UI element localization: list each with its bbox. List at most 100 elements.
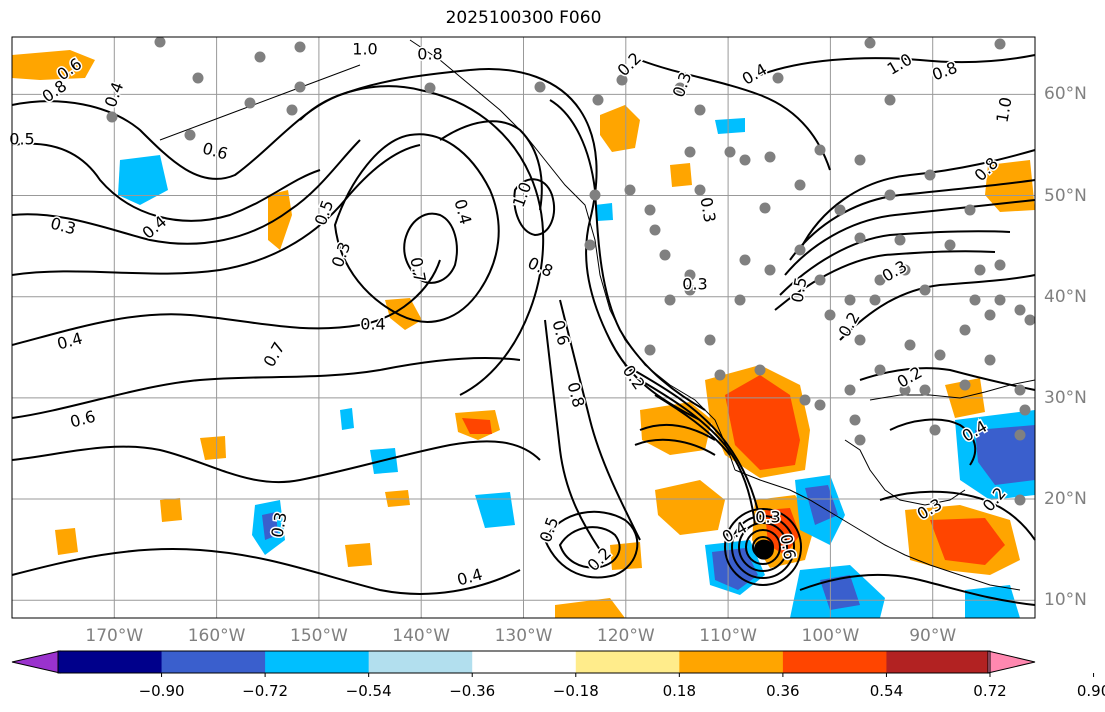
station-marker xyxy=(589,189,601,201)
station-marker xyxy=(984,309,996,321)
station-marker xyxy=(844,384,856,396)
station-marker xyxy=(584,239,596,251)
station-marker xyxy=(739,254,751,266)
contour-line xyxy=(11,440,541,484)
station-marker xyxy=(994,294,1006,306)
map-title: 2025100300 F060 xyxy=(445,8,602,28)
station-marker xyxy=(844,294,856,306)
station-marker xyxy=(1024,314,1036,326)
station-marker xyxy=(616,74,628,86)
station-marker xyxy=(772,72,784,84)
contour-label: 0.4 xyxy=(55,329,85,354)
station-marker xyxy=(424,82,436,94)
contour-line xyxy=(11,548,521,595)
coastlines xyxy=(159,39,1036,591)
anomaly-patch xyxy=(385,490,410,507)
contour-line xyxy=(559,299,641,541)
contour-line xyxy=(639,423,716,441)
contour-line xyxy=(654,394,731,456)
station-marker xyxy=(899,264,911,276)
cyclone-contour xyxy=(738,522,788,572)
station-marker xyxy=(286,104,298,116)
anomaly-patch xyxy=(985,160,1035,212)
anomaly-patch xyxy=(55,528,78,555)
contour-line xyxy=(839,274,1036,341)
colorbar-segment xyxy=(886,651,991,673)
colorbar-segment xyxy=(58,651,163,673)
station-marker xyxy=(854,154,866,166)
contour-line xyxy=(624,364,761,521)
station-marker xyxy=(764,264,776,276)
station-marker xyxy=(684,146,696,158)
station-marker xyxy=(644,204,656,216)
anomaly-patch xyxy=(268,190,292,250)
contour-line xyxy=(774,250,996,311)
station-marker xyxy=(649,224,661,236)
station-marker xyxy=(814,274,826,286)
contour-line xyxy=(11,69,471,180)
contour-label: 0.3 xyxy=(755,508,780,527)
station-marker xyxy=(929,424,941,436)
station-marker xyxy=(192,72,204,84)
coastline xyxy=(409,39,736,471)
colorbar xyxy=(11,650,1095,677)
colorbar-segment xyxy=(161,651,266,673)
colorbar-segment xyxy=(679,651,784,673)
colorbar-max-arrow xyxy=(987,650,1036,674)
station-marker xyxy=(904,339,916,351)
station-marker xyxy=(984,354,996,366)
colorbar-segment xyxy=(782,651,887,673)
station-marker xyxy=(854,232,866,244)
contour-line xyxy=(634,438,716,456)
station-marker xyxy=(674,82,686,94)
colorbar-segment xyxy=(575,651,680,673)
contour-line xyxy=(889,418,977,466)
station-marker xyxy=(739,154,751,166)
anomaly-patch xyxy=(345,543,372,567)
anomaly-patch xyxy=(462,418,492,434)
contour-line xyxy=(11,357,521,419)
longitude-label: 160°W xyxy=(187,626,246,646)
anomaly-patch xyxy=(118,155,168,205)
colorbar-border xyxy=(57,650,991,674)
station-marker xyxy=(814,144,826,156)
station-marker xyxy=(684,269,696,281)
coastline xyxy=(869,379,1036,401)
longitude-label: 90°W xyxy=(909,626,957,646)
contour-line xyxy=(789,179,1036,261)
coastline xyxy=(844,439,966,506)
station-marker xyxy=(919,284,931,296)
station-marker xyxy=(294,41,306,53)
station-marker xyxy=(244,97,256,109)
cyclone-contour xyxy=(731,515,795,579)
anomaly-patch xyxy=(805,485,838,525)
contour-line xyxy=(639,379,756,526)
station-marker xyxy=(869,294,881,306)
latitude-label: 60°N xyxy=(1044,84,1087,105)
longitude-label: 100°W xyxy=(801,626,860,646)
station-marker xyxy=(854,434,866,446)
contour-line xyxy=(299,85,545,396)
contour-line xyxy=(799,573,1036,606)
station-marker xyxy=(834,204,846,216)
longitude-label: 120°W xyxy=(596,626,655,646)
contour-line xyxy=(799,149,1036,251)
station-marker xyxy=(1014,429,1026,441)
longitude-label: 170°W xyxy=(85,626,144,646)
contour-line xyxy=(469,68,701,421)
contour-line xyxy=(558,526,621,569)
anomaly-patch xyxy=(340,408,354,430)
station-marker xyxy=(1019,404,1031,416)
latitude-label: 30°N xyxy=(1044,387,1087,408)
anomaly-patch xyxy=(712,548,758,590)
colorbar-tick-label: −0.72 xyxy=(242,682,289,700)
colorbar-tick-label: 0.54 xyxy=(869,682,904,700)
contour-line xyxy=(779,230,1011,296)
contour-line xyxy=(543,510,639,579)
colorbar-tick-label: −0.18 xyxy=(552,682,599,700)
contour-line xyxy=(784,199,1036,276)
station-marker xyxy=(959,379,971,391)
contour-line xyxy=(11,139,361,245)
shaded-anomaly-layer xyxy=(12,50,1035,618)
contour-label: 0.4 xyxy=(360,315,385,334)
